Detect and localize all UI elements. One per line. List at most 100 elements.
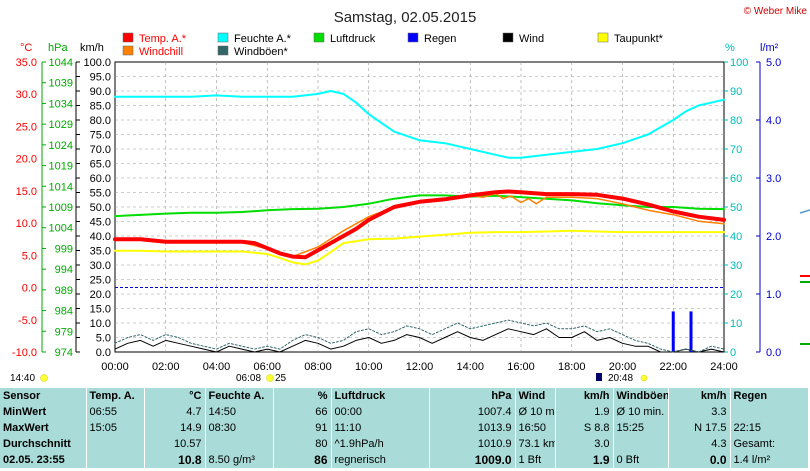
time-tick: 12:00 — [406, 361, 434, 373]
kmh-tick: 100.0 — [83, 57, 111, 69]
sunrise-time: 06:08 — [236, 373, 261, 384]
table-cell — [613, 436, 669, 452]
legend-label: Windchill — [139, 46, 183, 58]
hpa-tick: 984 — [55, 306, 73, 318]
table-cell: 80 — [273, 436, 332, 452]
legend-swatch — [597, 32, 609, 43]
table-cell: 1007.4 — [429, 404, 516, 420]
table-header: Sensor — [0, 388, 87, 404]
temp-tick: 5.0 — [22, 250, 37, 262]
series-line-feuchtea — [114, 90, 725, 159]
table-cell: Ø 10 min. — [515, 404, 556, 420]
temp-tick: -5.0 — [18, 315, 37, 327]
hpa-tick: 994 — [55, 264, 73, 276]
table-cell: 14.9 — [144, 420, 206, 436]
time-tick: 14:00 — [456, 361, 484, 373]
row-label: Durchschnitt — [0, 436, 87, 452]
pct-unit: % — [725, 42, 735, 54]
rain-bar — [671, 311, 675, 352]
hpa-tick: 1019 — [49, 161, 73, 173]
time-tick: 06:00 — [253, 361, 281, 373]
table-header-unit: km/h — [555, 388, 614, 404]
kmh-tick: 85.0 — [90, 101, 111, 113]
kmh-unit: km/h — [80, 42, 104, 54]
grid — [115, 62, 724, 352]
moonrise-time: 14:40 — [10, 373, 35, 384]
legend-label: Luftdruck — [330, 33, 376, 45]
hpa-tick: 999 — [55, 243, 73, 255]
table-header: Wind — [515, 388, 556, 404]
table-cell: 10.57 — [144, 436, 206, 452]
pct-tick: 20 — [730, 289, 742, 301]
table-cell: 1013.9 — [429, 420, 516, 436]
chart-title: Samstag, 02.05.2015 — [334, 9, 477, 26]
table-cell: 08:30 — [205, 420, 274, 436]
hpa-unit: hPa — [48, 42, 68, 54]
time-tick: 22:00 — [659, 361, 687, 373]
table-cell: 4.7 — [144, 404, 206, 420]
table-row: MaxWert 15:05 14.9 08:30 91 11:10 1013.9 16:50 S… — [0, 420, 809, 436]
kmh-tick: 45.0 — [90, 217, 111, 229]
table-header-unit: km/h — [668, 388, 731, 404]
time-tick: 24:00 — [710, 361, 738, 373]
table-cell — [86, 452, 145, 468]
table-cell — [730, 404, 809, 420]
stats-table: Sensor Temp. A. °C Feuchte A.% Luftdruck hPa W… — [0, 388, 809, 468]
legend-label: Taupunkt* — [614, 33, 664, 45]
legend-label: Feuchte A.* — [234, 33, 292, 45]
pct-tick: 100 — [730, 57, 748, 69]
table-cell: 0 Bft — [613, 452, 669, 468]
series-line-wind — [114, 328, 725, 353]
sun-markers: 14:40 06:08 25 20:48 — [10, 373, 648, 384]
pct-tick: 0 — [730, 347, 736, 359]
table-cell: 1.4 l/m² — [730, 452, 809, 468]
table-cell: 1.9 — [555, 452, 614, 468]
kmh-tick: 20.0 — [90, 289, 111, 301]
hpa-tick: 974 — [55, 347, 73, 359]
table-header-row: Sensor Temp. A. °C Feuchte A.% Luftdruck hPa W… — [0, 388, 809, 404]
table-cell: 15:05 — [86, 420, 145, 436]
series-lines — [113, 90, 810, 353]
table-cell: 1.9 — [555, 404, 614, 420]
temp-tick: 10.0 — [16, 218, 37, 230]
legend-swatch — [502, 32, 514, 43]
table-cell: 4.3 — [668, 436, 731, 452]
kmh-tick: 50.0 — [90, 202, 111, 214]
table-cell: 06:55 — [86, 404, 145, 420]
kmh-tick: 90.0 — [90, 86, 111, 98]
rain-bars — [671, 311, 693, 352]
temp-tick: 15.0 — [16, 186, 37, 198]
hpa-tick: 1024 — [49, 140, 73, 152]
time-tick: 20:00 — [609, 361, 637, 373]
series-line-luftdruck — [114, 194, 725, 218]
rain-tick: 4.0 — [766, 115, 781, 127]
table-cell: 8.50 g/m³ — [205, 452, 274, 468]
moonrise-icon — [40, 374, 48, 382]
table-cell: 16:50 — [515, 420, 556, 436]
kmh-tick: 10.0 — [90, 318, 111, 330]
series-line-tempa — [113, 189, 726, 260]
kmh-tick: 40.0 — [90, 231, 111, 243]
table-cell: 3.3 — [668, 404, 731, 420]
table-cell: 11:10 — [331, 420, 430, 436]
table-cell — [86, 436, 145, 452]
axis-units: °C hPa km/h % l/m² — [20, 42, 779, 54]
table-cell: 1009.0 — [429, 452, 516, 468]
hpa-tick: 1034 — [49, 98, 73, 110]
time-tick: 16:00 — [507, 361, 535, 373]
legend: Temp. A.* Feuchte A.* Luftdruck Regen Wind Ta… — [122, 32, 664, 58]
legend-swatch — [217, 45, 229, 56]
table-cell: Gesamt: — [730, 436, 809, 452]
kmh-tick: 80.0 — [90, 115, 111, 127]
table-cell: S 8.8 — [555, 420, 614, 436]
y-axes: 35.0 30.0 25.0 20.0 15.0 10.0 5.0 0.0 -5.0 -10.0 1… — [12, 57, 781, 359]
kmh-tick: 25.0 — [90, 275, 111, 287]
time-tick: 02:00 — [152, 361, 180, 373]
rain-tick: 0.0 — [766, 347, 781, 359]
kmh-tick: 35.0 — [90, 246, 111, 258]
rain-tick: 2.0 — [766, 231, 781, 243]
kmh-tick: 70.0 — [90, 144, 111, 156]
table-cell: 15:25 — [613, 420, 669, 436]
table-cell — [205, 436, 274, 452]
